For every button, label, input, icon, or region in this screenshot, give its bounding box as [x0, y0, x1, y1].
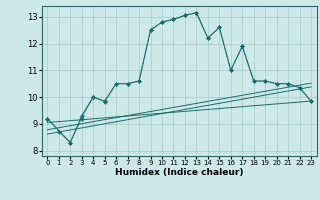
- X-axis label: Humidex (Indice chaleur): Humidex (Indice chaleur): [115, 168, 244, 177]
